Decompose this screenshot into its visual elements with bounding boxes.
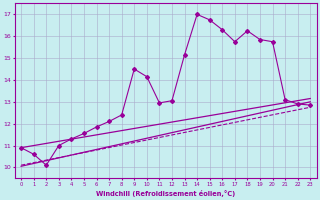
X-axis label: Windchill (Refroidissement éolien,°C): Windchill (Refroidissement éolien,°C) <box>96 190 235 197</box>
